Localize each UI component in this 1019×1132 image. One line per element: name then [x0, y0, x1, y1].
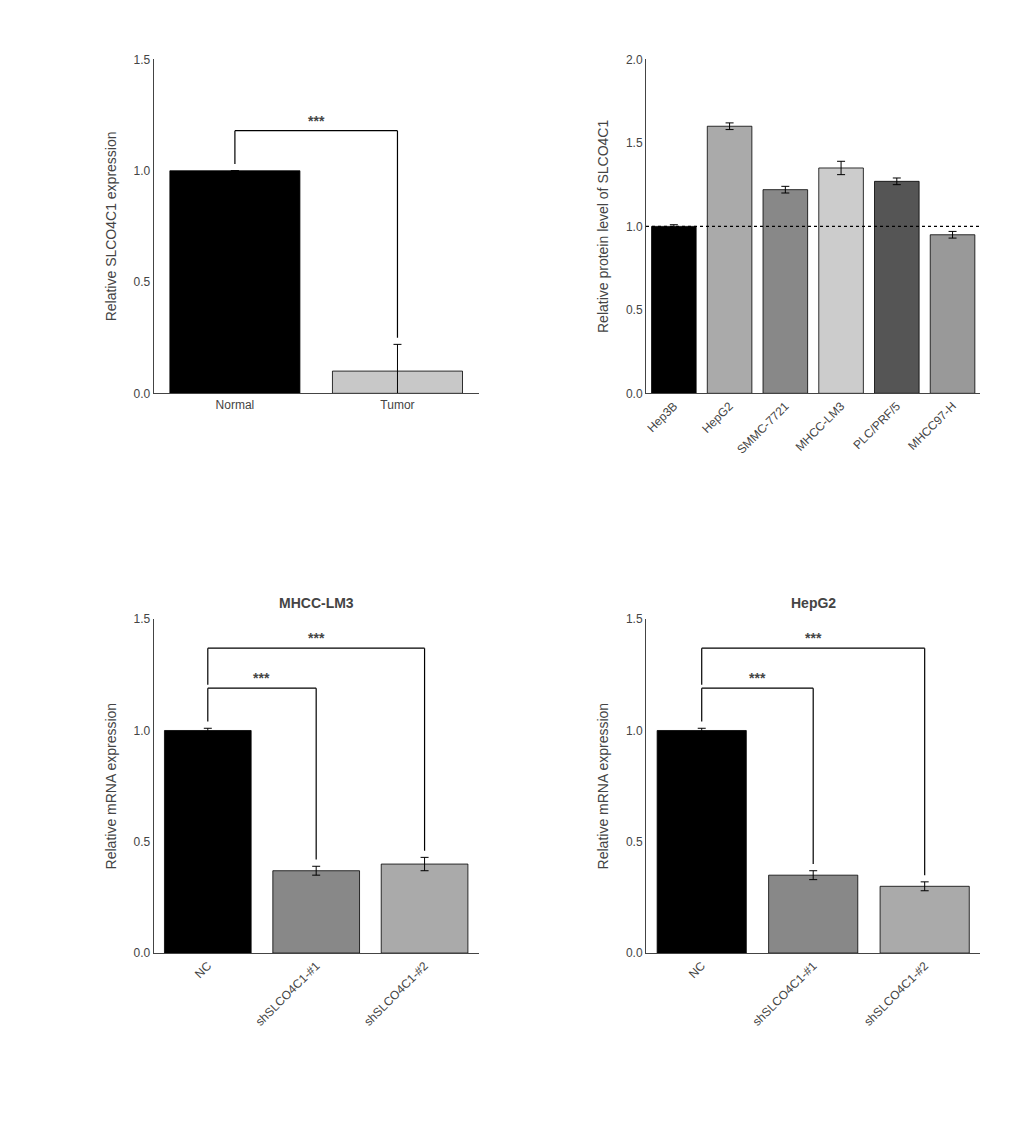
svg-text:1.0: 1.0 [134, 724, 151, 738]
svg-text:NC: NC [686, 959, 708, 981]
svg-text:0.0: 0.0 [626, 387, 643, 401]
svg-text:***: *** [308, 113, 325, 129]
svg-text:Tumor: Tumor [380, 398, 414, 412]
svg-text:0.5: 0.5 [134, 275, 151, 289]
svg-text:1.0: 1.0 [626, 220, 643, 234]
svg-text:HepG2: HepG2 [699, 399, 736, 436]
svg-text:***: *** [308, 630, 325, 646]
svg-text:Normal: Normal [216, 398, 255, 412]
svg-text:1.5: 1.5 [134, 53, 151, 67]
svg-text:MHCC97-H: MHCC97-H [905, 399, 959, 453]
svg-text:0.5: 0.5 [626, 303, 643, 317]
svg-text:PLC/PRF/5: PLC/PRF/5 [850, 399, 903, 452]
svg-text:1.5: 1.5 [134, 612, 151, 626]
svg-text:0.5: 0.5 [626, 835, 643, 849]
svg-text:1.0: 1.0 [134, 164, 151, 178]
svg-text:Relative mRNA expression: Relative mRNA expression [103, 703, 119, 870]
svg-text:MHCC-LM3: MHCC-LM3 [793, 399, 848, 454]
svg-text:HepG2: HepG2 [791, 595, 836, 611]
svg-text:0.5: 0.5 [134, 835, 151, 849]
svg-text:Relative protein level of SLCO: Relative protein level of SLCO4C1 [595, 120, 611, 333]
svg-text:Relative mRNA expression: Relative mRNA expression [595, 703, 611, 870]
svg-text:2.0: 2.0 [626, 53, 643, 67]
svg-text:***: *** [805, 630, 822, 646]
svg-text:shSLCO4C1-#2: shSLCO4C1-#2 [861, 959, 931, 1029]
svg-text:MHCC-LM3: MHCC-LM3 [279, 595, 354, 611]
svg-text:0.0: 0.0 [134, 387, 151, 401]
svg-text:Hep3B: Hep3B [644, 399, 680, 435]
svg-text:1.0: 1.0 [626, 724, 643, 738]
svg-text:0.0: 0.0 [134, 946, 151, 960]
svg-text:SMMC-7721: SMMC-7721 [734, 399, 792, 457]
svg-text:shSLCO4C1-#1: shSLCO4C1-#1 [750, 959, 820, 1029]
svg-text:***: *** [749, 670, 766, 686]
svg-text:1.5: 1.5 [626, 136, 643, 150]
svg-text:***: *** [253, 670, 270, 686]
svg-text:Relative SLCO4C1 expression: Relative SLCO4C1 expression [103, 131, 119, 321]
svg-text:1.5: 1.5 [626, 612, 643, 626]
svg-text:0.0: 0.0 [626, 946, 643, 960]
svg-text:shSLCO4C1-#1: shSLCO4C1-#1 [253, 959, 323, 1029]
svg-text:shSLCO4C1-#2: shSLCO4C1-#2 [361, 959, 431, 1029]
svg-text:NC: NC [192, 959, 214, 981]
